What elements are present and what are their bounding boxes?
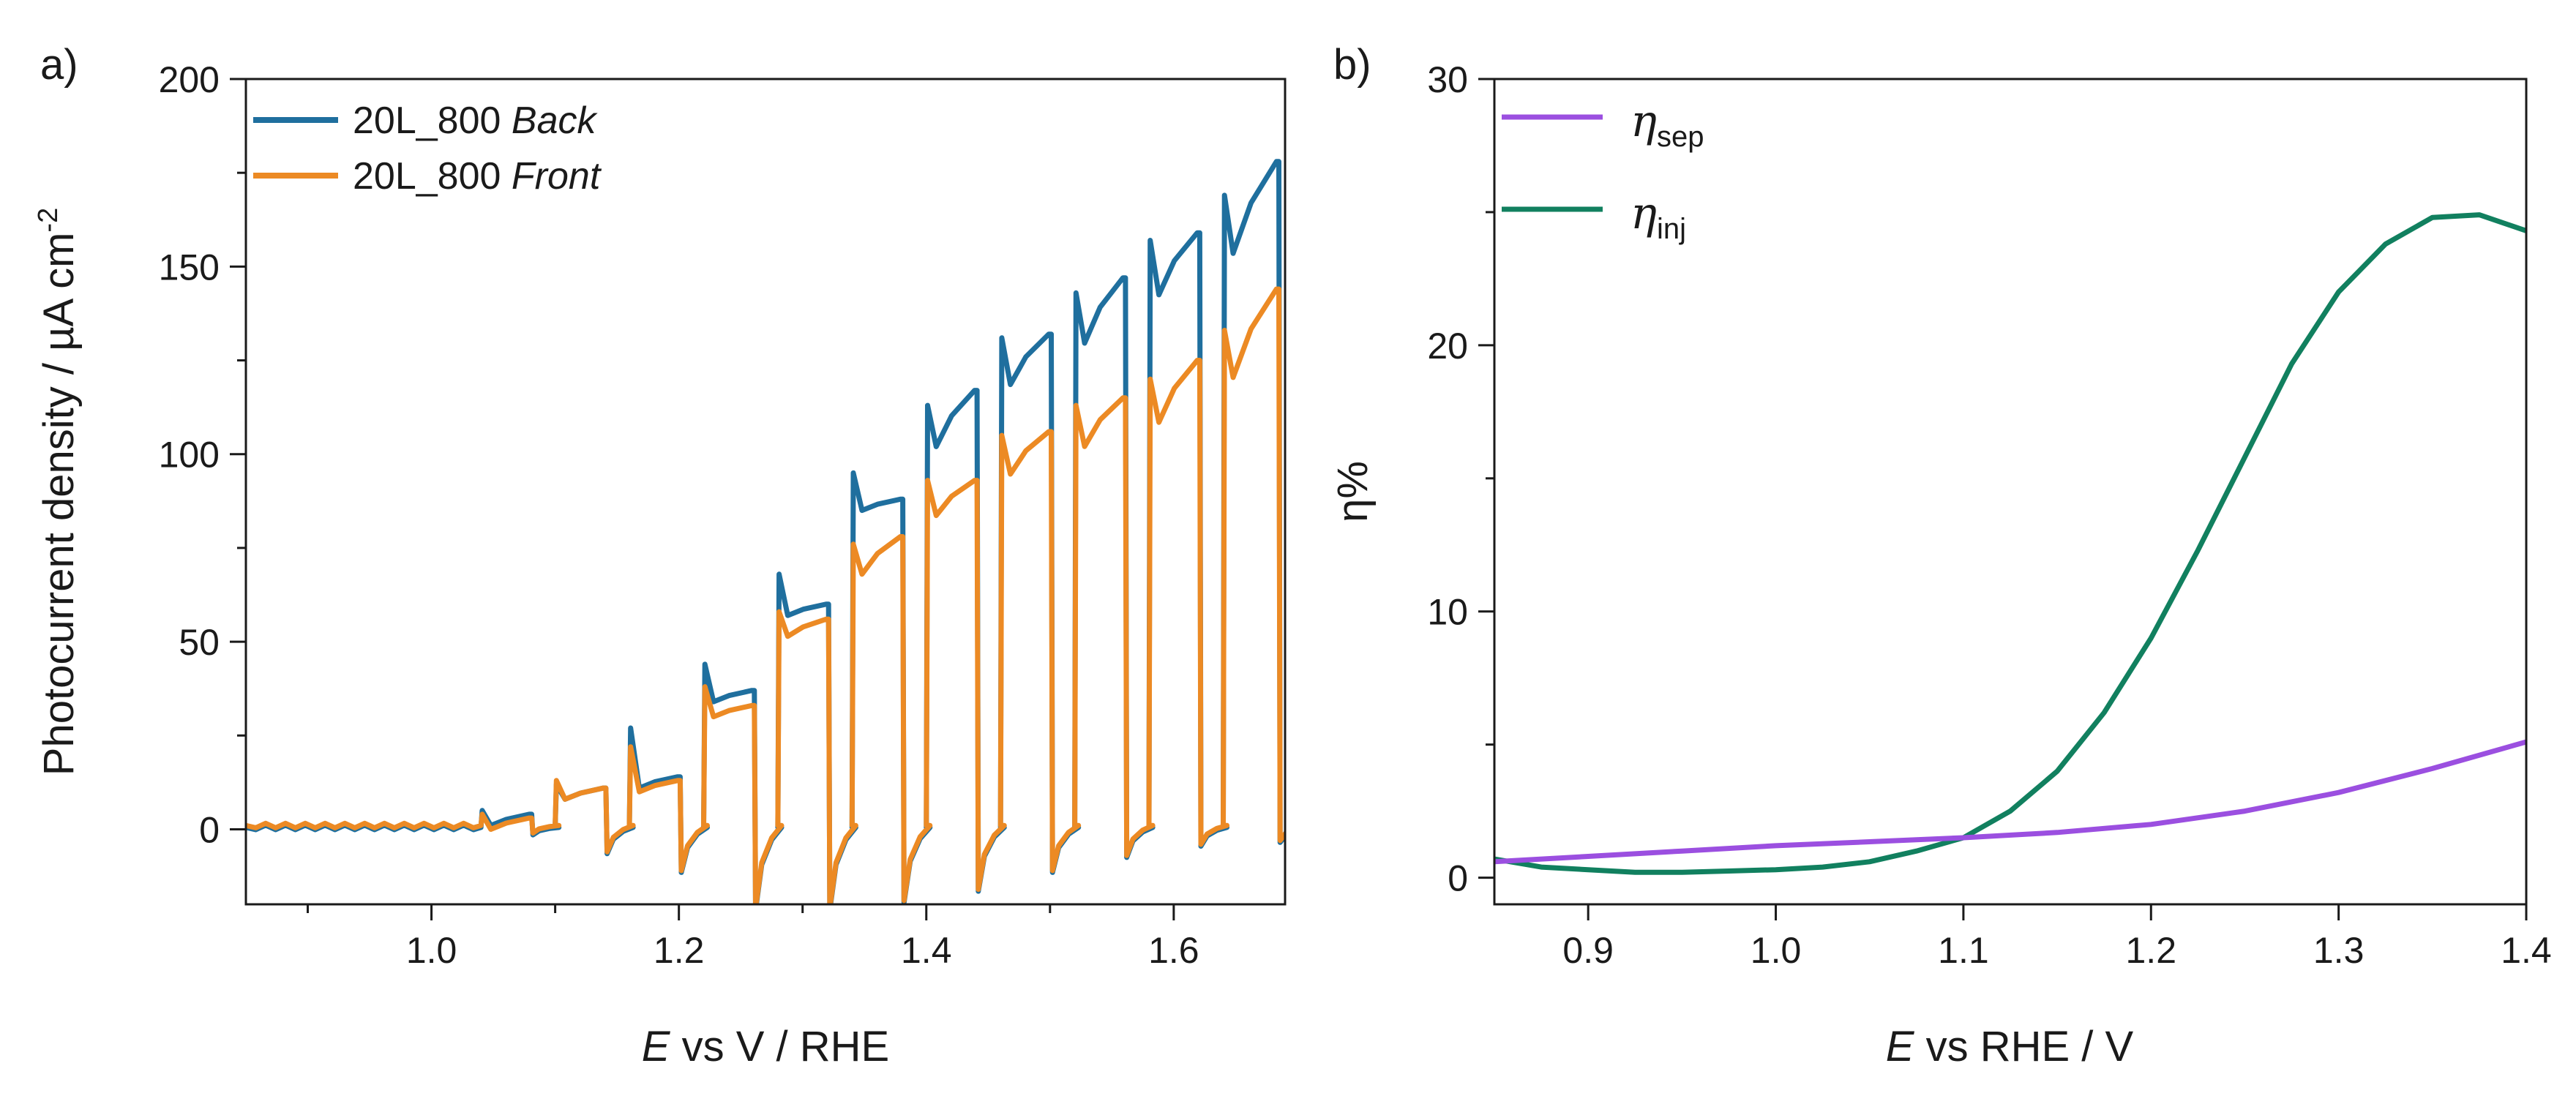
panel-a-x-tick-label: 1.6	[1148, 930, 1199, 971]
legend-label-front-name: 20L_800	[353, 155, 501, 198]
series-line-eta-inj	[1494, 212, 2526, 875]
panel-a-x-tick-label: 1.2	[654, 930, 705, 971]
panel-a-y-tick-label: 100	[159, 435, 220, 476]
panel-b-x-axis-title: E vs RHE / V	[1886, 1023, 2134, 1070]
series-line-eta-sep	[1494, 739, 2526, 865]
legend-label-back-name: 20L_800	[353, 100, 501, 142]
legend-label-front: 20L_800 Front	[353, 155, 602, 198]
legend-label-back-italic: Back	[512, 100, 599, 142]
panel-b-x-tick-label: 1.4	[2501, 930, 2552, 971]
panel-a-y-tick-label: 200	[159, 59, 220, 100]
panel-a-x-axis-title-text: vs V / RHE	[670, 1023, 889, 1070]
panel-b-x-axis-title-text: vs RHE / V	[1914, 1023, 2133, 1070]
panel-a-y-axis-title-sup: -2	[33, 208, 64, 233]
panel-a-y-tick-label: 50	[179, 622, 220, 663]
panel-a-legend: 20L_800 Back 20L_800 Front	[253, 100, 602, 198]
legend-label-eta-sep-symbol: η	[1630, 96, 1657, 147]
legend-label-eta-inj-symbol: η	[1630, 188, 1657, 239]
panel-a-label: a)	[40, 41, 78, 89]
panel-a-series-group	[246, 159, 1285, 904]
panel-b-x-tick-label: 0.9	[1562, 930, 1614, 971]
panel-a-x-axis-title: E vs V / RHE	[642, 1023, 889, 1070]
panel-b-y-tick-label: 30	[1427, 59, 1468, 100]
panel-b-y-tick-label: 10	[1427, 592, 1468, 633]
panel-a-y-axis-title-text: Photocurrent density / µA cm	[35, 233, 83, 776]
legend-label-eta-inj: ηinj	[1630, 188, 1686, 245]
panel-b-x-tick-label: 1.0	[1751, 930, 1802, 971]
panel-a-x-tick-label: 1.4	[901, 930, 952, 971]
panel-b-x-tick-label: 1.2	[2126, 930, 2177, 971]
panel-b-label: b)	[1333, 41, 1371, 89]
legend-label-back: 20L_800 Back	[353, 100, 599, 142]
panel-b: b) 0.9 1.0 1.1 1.2 1.3 1.4 0 10 20 30 η% E vs RHE…	[1329, 41, 2552, 1070]
panel-a-x-axis-title-symbol: E	[642, 1023, 671, 1070]
panel-a: a) 1.0 1.2 1.4 1.6 0 50 100 150 200 Photocurrent…	[33, 41, 1287, 1070]
panel-a-y-axis-title: Photocurrent density / µA cm-2	[33, 208, 83, 776]
panel-b-y-tick-label: 20	[1427, 326, 1468, 367]
panel-a-ticks: 1.0 1.2 1.4 1.6 0 50 100 150 200	[159, 59, 1199, 971]
panel-a-x-tick-label: 1.0	[406, 930, 457, 971]
panel-b-x-tick-label: 1.3	[2313, 930, 2365, 971]
panel-b-x-tick-label: 1.1	[1938, 930, 1989, 971]
panel-b-ticks: 0.9 1.0 1.1 1.2 1.3 1.4 0 10 20 30	[1427, 59, 2551, 971]
panel-a-y-tick-label: 150	[159, 247, 220, 288]
panel-a-frame	[244, 78, 1287, 906]
legend-label-front-italic: Front	[512, 155, 602, 198]
panel-b-y-axis-title: η%	[1329, 461, 1377, 522]
legend-label-eta-sep: ηsep	[1630, 96, 1704, 153]
legend-label-eta-inj-subscript: inj	[1657, 213, 1686, 245]
series-line-front	[246, 286, 1285, 904]
panel-a-y-tick-label: 0	[199, 809, 220, 850]
panel-b-x-axis-title-symbol: E	[1886, 1023, 1915, 1070]
legend-label-eta-sep-subscript: sep	[1657, 121, 1704, 153]
panel-b-series-group	[1494, 212, 2526, 875]
panel-b-frame	[1493, 78, 2528, 906]
panel-b-legend: ηsep ηinj	[1502, 96, 1704, 245]
panel-b-y-tick-label: 0	[1448, 858, 1468, 899]
